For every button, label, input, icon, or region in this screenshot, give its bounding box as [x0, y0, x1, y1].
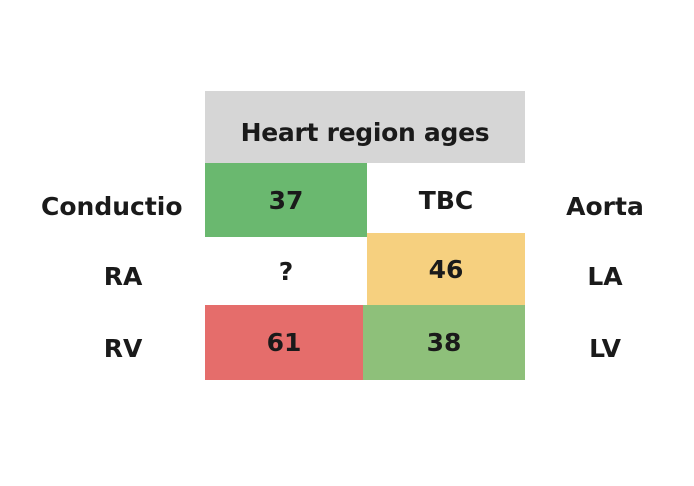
- cell-la-value: 46: [367, 233, 525, 305]
- cell-lv-value: 38: [363, 305, 525, 380]
- cell-rv-value: 61: [205, 305, 363, 380]
- cell-aorta-value: TBC: [367, 163, 525, 237]
- row-label-rv: RV: [103, 333, 143, 363]
- row-label-la: LA: [587, 261, 623, 291]
- cell-ra-value: ?: [205, 237, 367, 305]
- row-label-aorta: Aorta: [566, 191, 644, 221]
- row-label-ra: RA: [103, 261, 143, 291]
- grid-title-bar: Heart region ages: [205, 91, 525, 163]
- cell-conduction-value: 37: [205, 163, 367, 237]
- grid-title: Heart region ages: [240, 117, 490, 147]
- row-label-lv: LV: [589, 333, 621, 363]
- row-label-conduction: Conductio: [41, 191, 183, 221]
